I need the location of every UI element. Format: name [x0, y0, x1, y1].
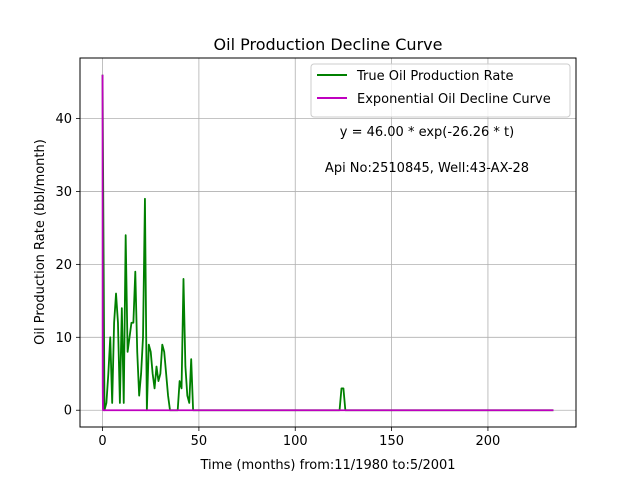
x-axis: 0 50 100 150 200: [98, 427, 500, 449]
y-axis: 0 10 20 30 40: [55, 112, 80, 419]
legend-box: [310, 63, 571, 118]
legend-label-exponential: Exponential Oil Decline Curve: [357, 92, 551, 107]
x-tick-label: 50: [191, 434, 208, 449]
equation-annotation: y = 46.00 * exp(-26.26 * t): [340, 125, 514, 140]
x-tick-label: 150: [379, 434, 404, 449]
legend: True Oil Production Rate Exponential Oil…: [310, 63, 571, 118]
series-layer: [101, 74, 554, 412]
plot-frame: [79, 57, 577, 428]
x-axis-label: Time (months) from:11/1980 to:5/2001: [199, 458, 455, 473]
x-tick-label: 200: [476, 434, 501, 449]
true-oil-production-rate-line: [101, 74, 554, 412]
legend-label-true-rate: True Oil Production Rate: [356, 69, 513, 84]
y-tick-label: 40: [55, 112, 72, 127]
chart-title: Oil Production Decline Curve: [214, 35, 443, 54]
plot-background: [80, 58, 576, 427]
x-tick-label: 0: [98, 434, 106, 449]
y-tick-label: 10: [55, 331, 72, 346]
y-tick-label: 20: [55, 258, 72, 273]
y-tick-label: 30: [55, 185, 72, 200]
y-tick-label: 0: [64, 404, 72, 419]
well-annotation: Api No:2510845, Well:43-AX-28: [325, 161, 529, 176]
x-tick-label: 100: [283, 434, 308, 449]
exponential-decline-curve-line: [101, 74, 554, 412]
y-axis-label: Oil Production Rate (bbl/month): [33, 139, 48, 345]
